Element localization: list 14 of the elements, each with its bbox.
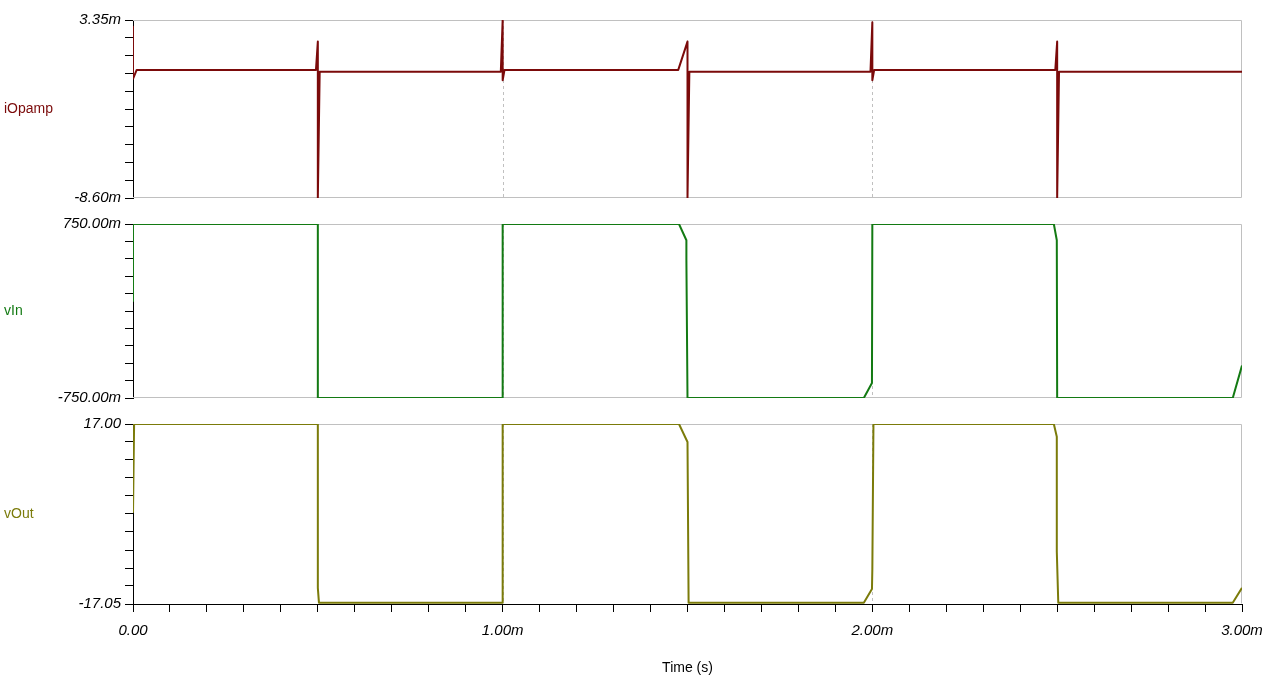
x-tick-label: 0.00 (118, 621, 149, 639)
y-tick-label: 3.35m (79, 10, 121, 28)
y-axis-title: iOpamp (4, 99, 54, 116)
x-tick-label: 1.00m (481, 621, 524, 639)
y-axis-title: vOut (4, 504, 34, 521)
y-tick-label: 17.00 (83, 414, 122, 432)
y-tick-label: 750.00m (62, 214, 121, 232)
x-axis-title: Time (s) (662, 659, 713, 676)
y-tick-label: -8.60m (74, 188, 121, 206)
y-tick-label: -750.00m (57, 388, 121, 406)
y-axis-title: vIn (4, 301, 23, 318)
y-tick-label: -17.05 (78, 594, 122, 612)
x-tick-label: 2.00m (850, 621, 894, 639)
x-tick-label: 3.00m (1221, 621, 1263, 639)
